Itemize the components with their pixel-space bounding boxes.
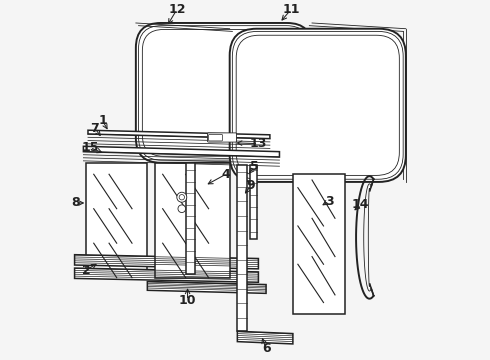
Polygon shape bbox=[249, 165, 257, 239]
Polygon shape bbox=[74, 268, 258, 282]
Text: 3: 3 bbox=[325, 194, 334, 208]
Text: 4: 4 bbox=[221, 168, 230, 181]
Circle shape bbox=[177, 192, 187, 202]
Polygon shape bbox=[147, 282, 266, 293]
Text: 2: 2 bbox=[82, 264, 91, 276]
Text: 14: 14 bbox=[351, 198, 368, 211]
Polygon shape bbox=[293, 174, 344, 314]
Text: 11: 11 bbox=[282, 3, 300, 16]
Text: 15: 15 bbox=[81, 141, 98, 154]
Text: 10: 10 bbox=[179, 294, 196, 307]
FancyBboxPatch shape bbox=[136, 23, 312, 163]
Polygon shape bbox=[88, 130, 270, 139]
Text: 8: 8 bbox=[72, 197, 80, 210]
Polygon shape bbox=[237, 331, 293, 344]
Text: 1: 1 bbox=[98, 114, 107, 127]
FancyBboxPatch shape bbox=[207, 133, 237, 142]
Polygon shape bbox=[74, 255, 258, 269]
Polygon shape bbox=[237, 165, 247, 331]
FancyBboxPatch shape bbox=[230, 29, 406, 182]
Polygon shape bbox=[83, 146, 279, 157]
Polygon shape bbox=[86, 163, 147, 278]
Text: 12: 12 bbox=[168, 3, 186, 16]
Polygon shape bbox=[155, 163, 230, 278]
Circle shape bbox=[178, 205, 186, 212]
Text: 13: 13 bbox=[250, 137, 267, 150]
Text: 5: 5 bbox=[250, 160, 259, 173]
Text: 7: 7 bbox=[91, 122, 99, 135]
Text: 9: 9 bbox=[246, 179, 255, 192]
FancyBboxPatch shape bbox=[209, 134, 222, 141]
Polygon shape bbox=[186, 163, 195, 274]
Text: 6: 6 bbox=[262, 342, 270, 355]
